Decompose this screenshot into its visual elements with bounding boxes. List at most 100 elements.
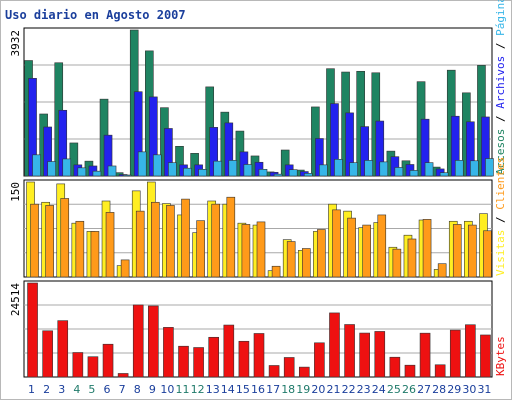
bar-visitors-clientes-day-26: [407, 238, 417, 278]
bar-traffic-pginas-day-15: [243, 164, 253, 177]
bar-traffic-pginas-day-20: [319, 164, 328, 177]
bar-visitors-clientes-day-9: [151, 201, 160, 278]
xaxis-day-label-18: 18: [281, 383, 295, 396]
xaxis-day-label-20: 20: [311, 383, 325, 396]
bar-traffic-pginas-day-17: [273, 173, 283, 177]
legend-separator: /: [494, 210, 507, 230]
bar-bandwidth-kbytes-day-15: [238, 340, 250, 378]
bar-traffic-pginas-day-24: [379, 161, 389, 177]
bar-visitors-clientes-day-30: [468, 224, 477, 278]
xaxis-day-label-1: 1: [28, 383, 35, 396]
xaxis-day-label-23: 23: [357, 383, 371, 396]
bar-bandwidth-kbytes-day-13: [208, 336, 220, 378]
bar-bandwidth-kbytes-day-2: [42, 330, 53, 378]
bar-traffic-pginas-day-21: [334, 158, 343, 177]
legend-item-archivos: Archivos: [494, 56, 507, 109]
xaxis-day-label-17: 17: [266, 383, 280, 396]
bar-traffic-pginas-day-23: [364, 160, 373, 177]
bar-bandwidth-kbytes-day-29: [449, 329, 461, 378]
xaxis-day-label-28: 28: [432, 383, 446, 396]
bar-bandwidth-kbytes-day-12: [193, 347, 204, 378]
bar-traffic-pginas-day-3: [62, 158, 72, 177]
xaxis-day-label-26: 26: [402, 383, 416, 396]
bar-traffic-pginas-day-31: [485, 158, 494, 177]
bar-traffic-pginas-day-9: [153, 154, 162, 177]
bar-visitors-clientes-day-24: [377, 214, 387, 278]
bar-bandwidth-kbytes-day-30: [465, 324, 476, 378]
bar-visitors-clientes-day-19: [301, 248, 311, 278]
bar-bandwidth-kbytes-day-1: [27, 282, 38, 378]
bar-bandwidth-kbytes-day-25: [389, 356, 401, 378]
bar-traffic-pginas-day-30: [470, 160, 479, 177]
bar-visitors-clientes-day-4: [75, 220, 85, 278]
bar-visitors-clientes-day-6: [105, 212, 115, 278]
bar-bandwidth-kbytes-day-9: [148, 305, 159, 378]
bar-traffic-pginas-day-19: [303, 173, 313, 177]
xaxis-day-label-24: 24: [372, 383, 386, 396]
xaxis-day-label-30: 30: [462, 383, 476, 396]
bar-visitors-clientes-day-3: [60, 198, 70, 278]
legend-item-clientes: Clientes: [494, 157, 507, 210]
legend-visitors: Visitas / Clientes: [494, 157, 507, 276]
bar-visitors-clientes-day-15: [241, 224, 251, 278]
xaxis-day-label-27: 27: [417, 383, 431, 396]
bar-visitors-clientes-day-29: [452, 224, 462, 278]
chart-title: Uso diario en Agosto 2007: [5, 8, 186, 22]
bar-visitors-clientes-day-16: [256, 221, 266, 278]
xaxis-day-label-29: 29: [447, 383, 461, 396]
xaxis-day-label-7: 7: [119, 383, 126, 396]
bar-bandwidth-kbytes-day-11: [178, 345, 189, 378]
bar-traffic-pginas-day-8: [137, 151, 147, 177]
legend-item-pginas: Páginas: [494, 0, 507, 36]
xaxis-day-label-10: 10: [160, 383, 174, 396]
xaxis-day-label-16: 16: [251, 383, 265, 396]
bar-visitors-clientes-day-17: [271, 265, 281, 278]
bar-bandwidth-kbytes-day-5: [87, 356, 99, 378]
xaxis-day-label-3: 3: [58, 383, 65, 396]
bar-bandwidth-kbytes-day-23: [359, 332, 370, 378]
xaxis-day-label-19: 19: [296, 383, 310, 396]
bar-visitors-clientes-day-2: [45, 205, 54, 278]
bar-traffic-pginas-day-14: [228, 160, 238, 177]
bar-bandwidth-kbytes-day-18: [283, 357, 295, 378]
bar-bandwidth-kbytes-day-7: [117, 373, 129, 378]
bar-bandwidth-kbytes-day-24: [374, 331, 386, 378]
xaxis-day-label-9: 9: [149, 383, 156, 396]
xaxis-day-label-4: 4: [73, 383, 80, 396]
bar-traffic-pginas-day-22: [349, 162, 358, 177]
legend-traffic: Accesos / Archivos / Páginas: [494, 0, 507, 175]
bar-traffic-pginas-day-25: [394, 167, 404, 177]
bar-visitors-clientes-day-13: [211, 203, 221, 278]
bar-visitors-clientes-day-20: [317, 229, 326, 278]
bar-visitors-clientes-day-27: [422, 219, 432, 278]
bar-visitors-clientes-day-5: [90, 231, 100, 278]
bar-bandwidth-kbytes-day-26: [404, 364, 416, 378]
xaxis-day-label-13: 13: [206, 383, 220, 396]
legend-item-accesos: Accesos: [494, 129, 507, 175]
bar-bandwidth-kbytes-day-16: [253, 333, 265, 378]
bar-bandwidth-kbytes-day-28: [434, 364, 446, 378]
yaxis-max-label-visitors: 150: [9, 182, 22, 202]
xaxis-day-label-22: 22: [342, 383, 356, 396]
bar-visitors-clientes-day-28: [437, 263, 447, 278]
bar-traffic-pginas-day-4: [77, 167, 87, 177]
bar-traffic-pginas-day-13: [213, 160, 223, 177]
bar-bandwidth-kbytes-day-27: [419, 332, 431, 378]
bar-traffic-pginas-day-28: [439, 172, 449, 177]
yaxis-max-label-traffic: 3932: [9, 30, 22, 57]
bar-bandwidth-kbytes-day-10: [163, 327, 174, 378]
bar-traffic-pginas-day-2: [47, 161, 56, 177]
xaxis-day-label-14: 14: [221, 383, 235, 396]
bar-visitors-clientes-day-11: [181, 198, 190, 278]
bar-bandwidth-kbytes-day-3: [57, 320, 69, 378]
bar-visitors-clientes-day-1: [30, 203, 39, 278]
bar-traffic-pginas-day-6: [107, 165, 117, 177]
bar-visitors-clientes-day-22: [347, 217, 356, 278]
bar-bandwidth-kbytes-day-4: [72, 352, 84, 378]
bar-traffic-pginas-day-12: [198, 169, 207, 177]
bar-bandwidth-kbytes-day-21: [329, 312, 340, 378]
bar-bandwidth-kbytes-day-8: [132, 304, 144, 378]
xaxis-day-label-31: 31: [477, 383, 491, 396]
xaxis-day-label-12: 12: [191, 383, 205, 396]
